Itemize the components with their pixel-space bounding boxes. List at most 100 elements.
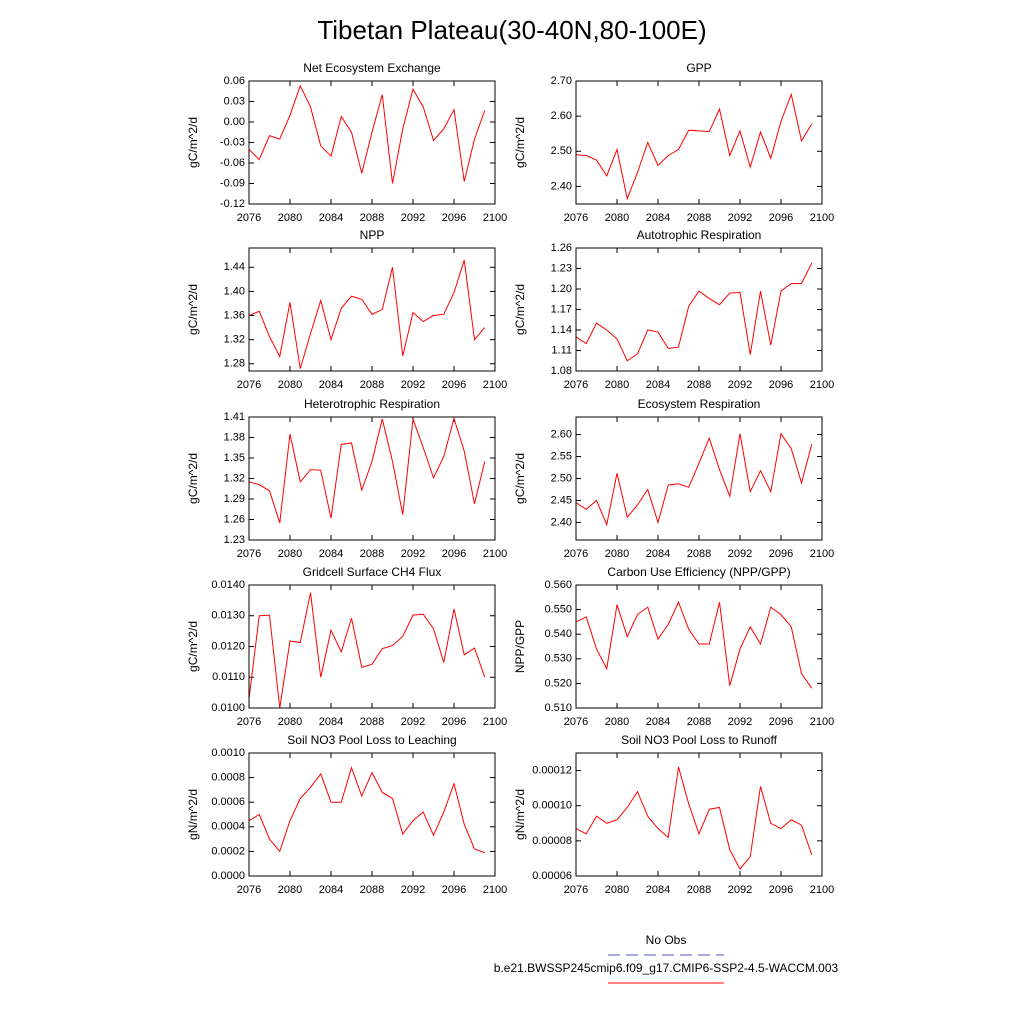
panel-title: Gridcell Surface CH4 Flux: [303, 565, 442, 579]
x-tick-label: 2088: [687, 212, 711, 224]
x-tick-label: 2096: [442, 212, 466, 224]
x-tick-label: 2096: [769, 716, 793, 728]
y-tick-label: 1.08: [551, 365, 572, 377]
plot-frame: [575, 584, 823, 709]
y-tick-label: 2.50: [551, 472, 572, 484]
y-tick-label: 0.0004: [211, 821, 245, 833]
data-line: [575, 432, 813, 527]
x-tick-label: 2092: [728, 548, 752, 560]
panel-title: GPP: [686, 61, 711, 75]
y-tick-label: 1.32: [224, 472, 245, 484]
x-tick-label: 2096: [769, 884, 793, 896]
y-tick-label: 0.0130: [211, 610, 245, 622]
plot-frame: [248, 584, 496, 709]
y-axis-label: gC/m^2/d: [513, 117, 527, 168]
x-tick-label: 2100: [810, 716, 834, 728]
y-axis-label: gC/m^2/d: [186, 117, 200, 168]
x-tick-label: 2080: [278, 884, 302, 896]
y-tick-label: 0.06: [224, 75, 245, 87]
plot-frame: [575, 247, 823, 372]
x-tick-label: 2084: [646, 212, 670, 224]
y-tick-label: 2.55: [551, 450, 572, 462]
y-tick-label: 1.38: [224, 431, 245, 443]
y-tick-label: 2.60: [551, 428, 572, 440]
x-tick-label: 2080: [278, 379, 302, 391]
x-tick-label: 2088: [360, 884, 384, 896]
y-tick-label: 2.45: [551, 494, 572, 506]
y-tick-label: -0.03: [220, 136, 245, 148]
x-tick-label: 2092: [728, 212, 752, 224]
panel-title: Carbon Use Efficiency (NPP/GPP): [607, 565, 790, 579]
x-tick-label: 2088: [360, 548, 384, 560]
data-line: [248, 416, 486, 524]
x-tick-label: 2084: [319, 212, 343, 224]
y-tick-label: 1.11: [551, 344, 572, 356]
x-tick-label: 2080: [605, 548, 629, 560]
x-tick-label: 2100: [810, 212, 834, 224]
y-tick-label: 0.550: [544, 604, 572, 616]
y-tick-label: 1.41: [224, 411, 245, 423]
x-tick-label: 2076: [564, 548, 588, 560]
y-tick-label: 0.530: [544, 653, 572, 665]
x-tick-label: 2084: [646, 379, 670, 391]
x-tick-label: 2096: [769, 548, 793, 560]
y-tick-label: 0.0006: [211, 796, 245, 808]
main-title: Tibetan Plateau(30-40N,80-100E): [317, 15, 706, 45]
y-tick-label: 0.560: [544, 579, 572, 591]
y-tick-label: 0.00006: [532, 870, 572, 882]
y-tick-label: 0.0000: [211, 870, 245, 882]
data-line: [248, 84, 486, 184]
x-tick-label: 2076: [564, 884, 588, 896]
data-line: [575, 766, 813, 870]
plot-frame: [575, 80, 823, 205]
panel-title: Net Ecosystem Exchange: [303, 61, 441, 75]
y-tick-label: 0.00008: [532, 835, 572, 847]
data-line: [575, 262, 813, 362]
x-tick-label: 2088: [687, 548, 711, 560]
x-tick-label: 2088: [360, 716, 384, 728]
x-tick-label: 2096: [442, 716, 466, 728]
x-tick-label: 2080: [278, 212, 302, 224]
legend-label: No Obs: [646, 933, 687, 947]
y-axis-label: gC/m^2/d: [186, 621, 200, 672]
y-tick-label: 1.23: [551, 262, 572, 274]
y-tick-label: 1.26: [551, 242, 572, 254]
y-tick-label: -0.12: [220, 198, 245, 210]
y-tick-label: 0.0120: [211, 640, 245, 652]
x-tick-label: 2080: [278, 548, 302, 560]
x-tick-label: 2092: [401, 884, 425, 896]
x-tick-label: 2088: [360, 212, 384, 224]
y-axis-label: gC/m^2/d: [513, 284, 527, 335]
y-axis-label: gC/m^2/d: [186, 453, 200, 504]
x-tick-label: 2100: [483, 212, 507, 224]
panel-title: NPP: [360, 228, 385, 242]
y-tick-label: 1.14: [551, 324, 572, 336]
x-tick-label: 2096: [769, 379, 793, 391]
y-tick-label: 2.40: [551, 516, 572, 528]
x-tick-label: 2084: [319, 379, 343, 391]
y-axis-label: gC/m^2/d: [186, 284, 200, 335]
y-tick-label: 1.35: [224, 452, 245, 464]
plot-frame: [248, 80, 496, 205]
y-tick-label: 2.70: [551, 75, 572, 87]
x-tick-label: 2084: [646, 884, 670, 896]
x-tick-label: 2084: [319, 548, 343, 560]
x-tick-label: 2088: [687, 716, 711, 728]
y-tick-label: 1.40: [224, 285, 245, 297]
x-tick-label: 2084: [319, 884, 343, 896]
y-tick-label: 0.0002: [211, 845, 245, 857]
x-tick-label: 2096: [442, 379, 466, 391]
x-tick-label: 2096: [442, 548, 466, 560]
y-tick-label: 0.0008: [211, 772, 245, 784]
x-tick-label: 2100: [810, 884, 834, 896]
y-tick-label: 1.26: [224, 513, 245, 525]
x-tick-label: 2084: [646, 716, 670, 728]
panel-title: Autotrophic Respiration: [637, 228, 762, 242]
y-tick-label: 0.03: [224, 95, 245, 107]
y-tick-label: 2.40: [551, 180, 572, 192]
x-tick-label: 2092: [401, 716, 425, 728]
x-tick-label: 2088: [360, 379, 384, 391]
x-tick-label: 2100: [810, 379, 834, 391]
x-tick-label: 2076: [237, 379, 261, 391]
